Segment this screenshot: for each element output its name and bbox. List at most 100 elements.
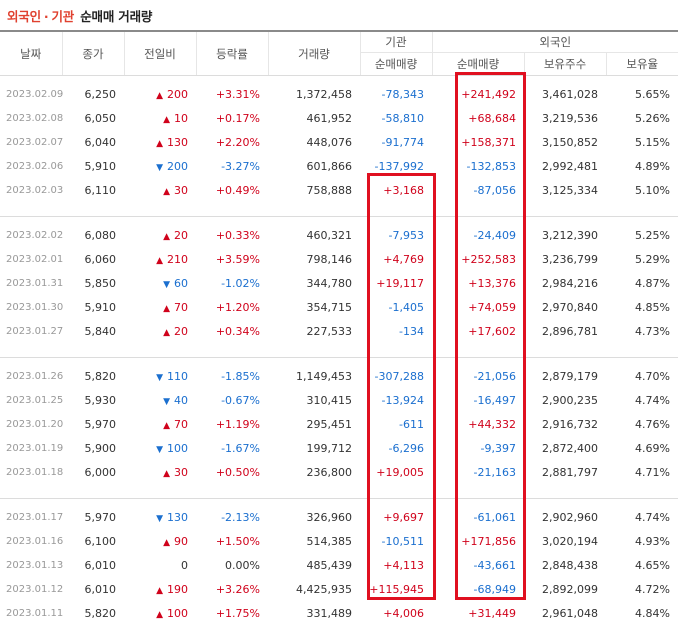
group-divider	[0, 343, 678, 358]
close-cell: 6,050	[62, 106, 124, 130]
inst-net-cell: +19,005	[360, 460, 432, 484]
col-volume-header: 거래량	[268, 31, 360, 76]
foreign-net-cell: -21,163	[432, 460, 524, 484]
change-value: 200	[167, 160, 188, 173]
up-arrow-icon: ▲	[156, 586, 163, 596]
ratio-cell: 4.65%	[606, 553, 678, 577]
group-divider	[0, 484, 678, 499]
col-rate-header: 등락률	[196, 31, 268, 76]
change-value: 70	[174, 418, 188, 431]
rate-cell: -3.27%	[196, 154, 268, 178]
up-arrow-icon: ▲	[163, 538, 170, 548]
close-cell: 6,110	[62, 178, 124, 202]
holdings-cell: 2,902,960	[524, 505, 606, 529]
inst-net-cell: -7,953	[360, 223, 432, 247]
down-arrow-icon: ▼	[156, 163, 163, 173]
rate-cell: +0.50%	[196, 460, 268, 484]
date-cell: 2023.01.30	[0, 295, 62, 319]
foreign-net-cell: -9,397	[432, 436, 524, 460]
volume-cell: 1,372,458	[268, 82, 360, 106]
change-value: 210	[167, 253, 188, 266]
date-cell: 2023.01.11	[0, 601, 62, 625]
down-arrow-icon: ▼	[156, 373, 163, 383]
up-arrow-icon: ▲	[163, 328, 170, 338]
volume-cell: 460,321	[268, 223, 360, 247]
volume-cell: 448,076	[268, 130, 360, 154]
up-arrow-icon: ▲	[163, 115, 170, 125]
holdings-cell: 3,212,390	[524, 223, 606, 247]
rate-cell: +1.20%	[196, 295, 268, 319]
volume-cell: 601,866	[268, 154, 360, 178]
ratio-cell: 4.71%	[606, 460, 678, 484]
up-arrow-icon: ▲	[163, 304, 170, 314]
down-arrow-icon: ▼	[163, 280, 170, 290]
change-value: 200	[167, 88, 188, 101]
rate-cell: -1.02%	[196, 271, 268, 295]
institution-group-header: 기관	[360, 31, 432, 53]
inst-net-cell: -6,296	[360, 436, 432, 460]
foreign-group-header: 외국인	[432, 31, 678, 53]
volume-cell: 344,780	[268, 271, 360, 295]
holdings-cell: 3,219,536	[524, 106, 606, 130]
volume-cell: 326,960	[268, 505, 360, 529]
close-cell: 6,000	[62, 460, 124, 484]
date-cell: 2023.02.09	[0, 82, 62, 106]
date-cell: 2023.01.20	[0, 412, 62, 436]
change-value: 130	[167, 511, 188, 524]
up-arrow-icon: ▲	[156, 139, 163, 149]
change-cell: ▼60	[124, 271, 196, 295]
rate-cell: +3.59%	[196, 247, 268, 271]
change-cell: ▼110	[124, 364, 196, 388]
date-cell: 2023.01.25	[0, 388, 62, 412]
change-value: 190	[167, 583, 188, 596]
up-arrow-icon: ▲	[163, 421, 170, 431]
inst-net-cell: +4,769	[360, 247, 432, 271]
close-cell: 5,970	[62, 412, 124, 436]
close-cell: 6,040	[62, 130, 124, 154]
group-divider	[0, 202, 678, 217]
rate-cell: -0.67%	[196, 388, 268, 412]
foreign-net-cell: -24,409	[432, 223, 524, 247]
close-cell: 5,850	[62, 271, 124, 295]
inst-net-cell: -58,810	[360, 106, 432, 130]
holdings-cell: 2,896,781	[524, 319, 606, 343]
change-cell: ▲30	[124, 460, 196, 484]
ratio-cell: 4.85%	[606, 295, 678, 319]
volume-cell: 354,715	[268, 295, 360, 319]
change-cell: ▲10	[124, 106, 196, 130]
rate-cell: +0.33%	[196, 223, 268, 247]
close-cell: 5,900	[62, 436, 124, 460]
foreign-net-cell: +68,684	[432, 106, 524, 130]
ratio-cell: 4.93%	[606, 529, 678, 553]
change-value: 100	[167, 607, 188, 620]
volume-cell: 461,952	[268, 106, 360, 130]
date-cell: 2023.02.08	[0, 106, 62, 130]
col-inst-net-header: 순매매량	[360, 53, 432, 76]
ratio-cell: 4.70%	[606, 364, 678, 388]
foreign-net-cell: -16,497	[432, 388, 524, 412]
date-cell: 2023.02.03	[0, 178, 62, 202]
inst-net-cell: +115,945	[360, 577, 432, 601]
ratio-cell: 4.69%	[606, 436, 678, 460]
foreign-net-cell: -61,061	[432, 505, 524, 529]
rate-cell: +3.31%	[196, 82, 268, 106]
rate-cell: +0.34%	[196, 319, 268, 343]
change-cell: ▼40	[124, 388, 196, 412]
close-cell: 5,820	[62, 601, 124, 625]
close-cell: 5,820	[62, 364, 124, 388]
volume-cell: 331,489	[268, 601, 360, 625]
foreign-net-cell: +17,602	[432, 319, 524, 343]
divider-cell	[0, 202, 678, 217]
close-cell: 5,930	[62, 388, 124, 412]
volume-cell: 798,146	[268, 247, 360, 271]
inst-net-cell: -134	[360, 319, 432, 343]
holdings-cell: 3,125,334	[524, 178, 606, 202]
date-cell: 2023.02.07	[0, 130, 62, 154]
close-cell: 6,010	[62, 553, 124, 577]
down-arrow-icon: ▼	[163, 397, 170, 407]
foreign-net-cell: -68,949	[432, 577, 524, 601]
inst-net-cell: +9,697	[360, 505, 432, 529]
